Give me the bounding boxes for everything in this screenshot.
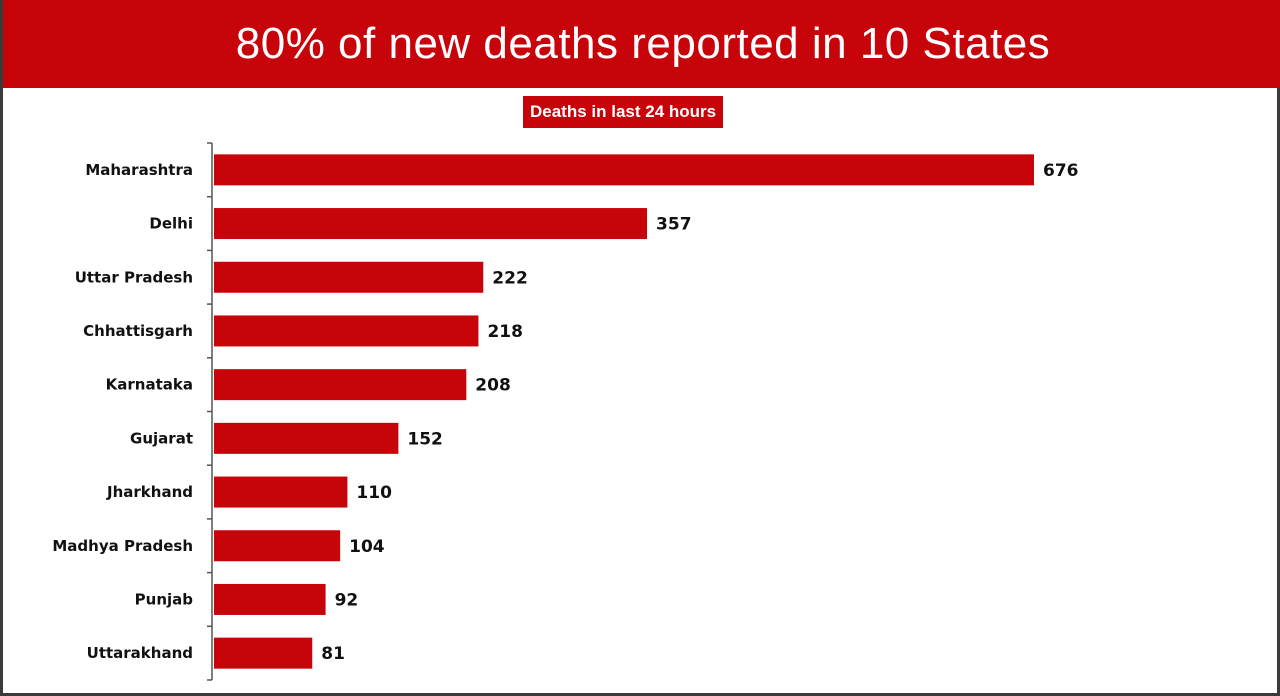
bar-chart: Maharashtra 676 Delhi 357 Uttar Pradesh 222 Ch… (52, 142, 1079, 681)
bars-layer (214, 154, 1034, 669)
value-label: 218 (487, 322, 523, 342)
category-axis (207, 142, 213, 681)
category-label: Madhya Pradesh (52, 537, 193, 555)
value-label: 104 (349, 537, 385, 557)
value-label: 81 (321, 644, 345, 664)
bar-madhya-pradesh (214, 530, 341, 562)
bar-uttarakhand (214, 637, 313, 669)
category-label: Jharkhand (106, 483, 193, 501)
category-label: Delhi (149, 215, 193, 233)
bar-jharkhand (214, 476, 348, 508)
chart-subtitle: Deaths in last 24 hours (523, 96, 724, 128)
value-label: 357 (656, 215, 692, 235)
category-label: Chhattisgarh (83, 322, 193, 340)
bar-punjab (214, 583, 326, 615)
category-label: Uttar Pradesh (75, 268, 193, 286)
value-label: 208 (475, 376, 511, 396)
category-label: Gujarat (130, 429, 193, 447)
bar-maharashtra (214, 154, 1034, 186)
category-label: Karnataka (106, 376, 193, 394)
bar-delhi (214, 208, 648, 240)
category-label: Maharashtra (85, 161, 193, 179)
bar-uttar-pradesh (214, 261, 484, 293)
category-label: Punjab (135, 590, 194, 608)
chart-title: 80% of new deaths reported in 10 States (235, 19, 1051, 68)
bar-karnataka (214, 369, 467, 401)
category-label: Uttarakhand (87, 644, 193, 662)
value-label: 676 (1043, 161, 1079, 181)
labels-layer: Maharashtra 676 Delhi 357 Uttar Pradesh 222 Ch… (52, 161, 1078, 664)
bar-chhattisgarh (214, 315, 479, 347)
value-label: 152 (407, 429, 443, 449)
value-label: 110 (356, 483, 392, 503)
bar-gujarat (214, 422, 399, 454)
value-label: 222 (492, 268, 527, 288)
value-label: 92 (335, 590, 359, 610)
title-bar: 80% of new deaths reported in 10 States (3, 0, 1280, 88)
